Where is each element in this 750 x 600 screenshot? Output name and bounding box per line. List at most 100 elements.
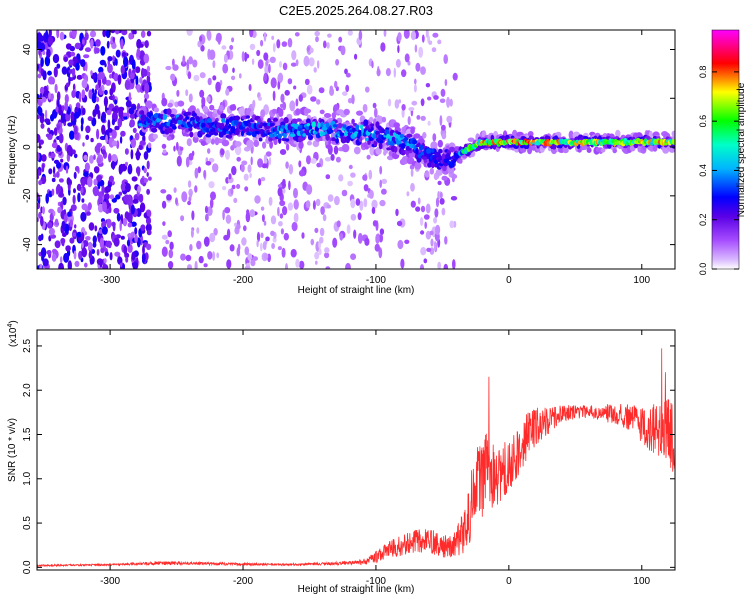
noise-mark — [385, 68, 391, 77]
noise-mark — [81, 198, 85, 203]
noise-mark — [74, 224, 77, 229]
noise-mark — [68, 59, 74, 66]
noise-mark — [144, 82, 150, 94]
ridge-mark — [353, 146, 361, 155]
noise-mark — [260, 176, 266, 182]
noise-mark — [212, 251, 216, 261]
noise-mark — [162, 149, 167, 154]
noise-mark — [236, 156, 241, 162]
noise-mark — [69, 45, 76, 52]
noise-mark — [381, 178, 388, 184]
noise-mark — [140, 235, 144, 246]
noise-mark — [63, 213, 68, 223]
ridge-mark — [527, 146, 533, 155]
noise-mark — [420, 205, 426, 213]
noise-mark — [48, 168, 53, 175]
ridge-mark — [213, 132, 219, 136]
ridge-mark — [442, 165, 447, 172]
ridge-mark — [331, 112, 337, 119]
noise-mark — [80, 59, 86, 68]
noise-mark — [138, 144, 143, 151]
noise-mark — [135, 75, 139, 87]
ridge-mark — [185, 128, 190, 133]
noise-mark — [415, 62, 421, 72]
noise-mark — [427, 96, 432, 101]
noise-mark — [306, 155, 311, 165]
noise-mark — [268, 196, 273, 206]
noise-mark — [42, 50, 46, 56]
noise-mark — [322, 214, 327, 222]
noise-mark — [306, 184, 313, 195]
ridge-mark — [427, 162, 433, 168]
noise-mark — [437, 261, 442, 269]
noise-mark — [268, 63, 271, 74]
noise-mark — [179, 146, 184, 151]
noise-mark — [112, 94, 115, 102]
noise-mark — [313, 67, 317, 73]
ridge-mark — [234, 141, 242, 147]
noise-mark — [126, 239, 131, 247]
noise-mark — [161, 246, 168, 257]
noise-mark — [131, 176, 138, 182]
ridge-mark — [339, 132, 345, 136]
noise-mark — [93, 178, 98, 186]
ridge-mark — [285, 138, 290, 142]
noise-mark — [37, 202, 41, 210]
ridge-mark — [221, 139, 230, 147]
noise-mark — [83, 240, 89, 247]
noise-mark — [37, 93, 40, 99]
ridge-mark — [221, 118, 226, 123]
noise-mark — [96, 175, 103, 181]
ridge-mark — [253, 139, 260, 147]
noise-mark — [420, 66, 426, 75]
noise-mark — [295, 59, 299, 67]
noise-mark — [130, 135, 133, 140]
ridge-mark — [296, 130, 301, 137]
noise-mark — [401, 69, 407, 78]
noise-mark — [111, 140, 118, 147]
x-tick-label: -100 — [366, 275, 386, 286]
noise-mark — [81, 241, 84, 249]
ridge-mark — [153, 107, 159, 113]
noise-mark — [419, 217, 424, 226]
noise-mark — [350, 253, 357, 260]
noise-mark — [305, 200, 311, 209]
noise-mark — [347, 180, 353, 187]
ridge-mark — [437, 139, 443, 148]
noise-mark — [48, 227, 56, 236]
noise-mark — [315, 36, 319, 43]
noise-mark — [282, 206, 288, 216]
noise-mark — [42, 70, 47, 81]
noise-mark — [414, 78, 417, 85]
noise-mark — [342, 91, 348, 96]
noise-mark — [225, 88, 230, 96]
noise-mark — [189, 244, 193, 251]
noise-mark — [73, 188, 76, 194]
noise-mark — [80, 232, 85, 242]
noise-mark — [101, 85, 105, 92]
noise-mark — [210, 191, 216, 201]
noise-mark — [187, 264, 192, 269]
noise-mark — [420, 230, 425, 235]
noise-mark — [88, 222, 95, 231]
noise-mark — [279, 213, 284, 219]
noise-mark — [188, 56, 194, 65]
noise-mark — [90, 137, 94, 143]
noise-mark — [175, 197, 178, 205]
ridge-mark — [269, 133, 274, 138]
figure-title: C2E5.2025.264.08.27.R03 — [279, 3, 433, 18]
noise-mark — [58, 178, 64, 183]
ridge-mark — [432, 155, 438, 162]
noise-mark — [118, 109, 124, 119]
ridge-mark — [228, 123, 232, 129]
noise-mark — [103, 258, 107, 264]
ridge-mark — [586, 147, 592, 153]
noise-mark — [55, 106, 59, 113]
noise-mark — [146, 229, 152, 236]
noise-mark — [423, 258, 428, 264]
noise-mark — [408, 107, 415, 111]
ridge-mark — [151, 127, 158, 133]
noise-mark — [364, 237, 370, 246]
noise-mark — [90, 38, 94, 49]
noise-mark — [96, 249, 100, 256]
